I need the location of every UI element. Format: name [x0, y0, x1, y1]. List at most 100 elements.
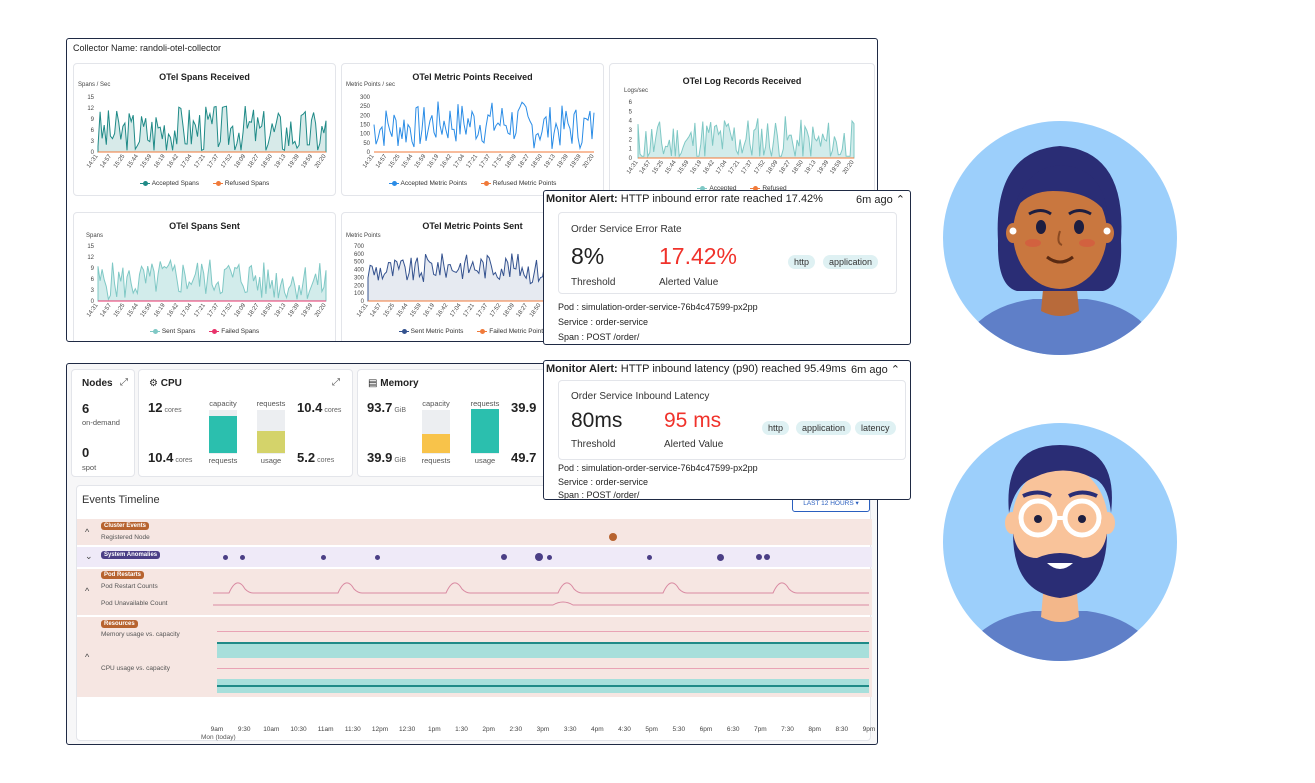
event-marker[interactable]: [609, 533, 617, 541]
x-tick-label: 17:21: [728, 159, 742, 175]
alerted-label: Alerted Value: [659, 277, 719, 288]
y-tick-label: 3: [91, 288, 95, 294]
anomaly-marker[interactable]: [646, 554, 652, 560]
x-tick-label: 17:37: [479, 153, 493, 169]
anomaly-marker[interactable]: [320, 554, 326, 560]
memory-capacity-line: [217, 631, 869, 632]
cpu-requests-value: 10.4 cores: [148, 450, 193, 465]
y-axis-label: Spans / Sec: [78, 82, 110, 88]
memory-capacity-value: 93.7 GiB: [367, 400, 406, 415]
threshold-value: 8%: [571, 243, 605, 269]
time-tick-label: 5pm: [645, 726, 658, 733]
y-tick-label: 12: [87, 106, 94, 112]
chevron-down-icon[interactable]: ⌄: [85, 551, 93, 561]
x-tick-label: 15:59: [409, 302, 423, 318]
alerted-label: Alerted Value: [664, 439, 724, 450]
x-tick-label: 14:57: [375, 153, 389, 169]
system-anomalies-tag: System Anomalies: [101, 551, 161, 559]
chevron-up-icon[interactable]: ^: [85, 527, 90, 537]
x-tick-label: 14:57: [369, 302, 383, 318]
threshold-label: Threshold: [571, 277, 616, 288]
x-tick-label: 17:52: [220, 302, 234, 318]
cpu-req-value: 10.4 cores: [297, 400, 342, 415]
cpu-usage-bar: [257, 431, 285, 453]
time-tick-label: 9:30: [237, 726, 251, 733]
chart-spans-received: OTel Spans Received Spans / Sec 15 12 9 6 3 0…: [73, 63, 336, 196]
anomaly-marker[interactable]: [374, 554, 380, 560]
time-tick-label: 10am: [263, 726, 280, 733]
chart-legend: Accepted Spans Refused Spans: [74, 180, 335, 187]
y-tick-label: 6: [91, 277, 95, 283]
y-tick-label: 12: [87, 255, 94, 261]
avatar-man: [943, 423, 1177, 661]
x-tick-label: 17:04: [715, 159, 729, 175]
chevron-up-icon[interactable]: ⌃: [890, 364, 900, 376]
y-tick-label: 400: [354, 268, 365, 274]
cpu-req2-value: 5.2 cores: [297, 450, 335, 465]
anomaly-marker[interactable]: [716, 553, 724, 561]
x-tick-label: 15:25: [383, 302, 397, 318]
y-tick-label: 1: [629, 147, 633, 153]
x-tick-label: 14:31: [356, 302, 370, 318]
tag-chip[interactable]: application: [796, 421, 852, 435]
x-tick-label: 16:19: [153, 153, 167, 169]
y-tick-label: 6: [629, 100, 633, 106]
y-tick-label: 100: [354, 291, 365, 297]
cpu-requests-bar: [209, 415, 237, 453]
chevron-up-icon[interactable]: ^: [85, 586, 90, 596]
x-tick-label: 17:21: [462, 302, 476, 318]
x-tick-label: 18:27: [779, 159, 793, 175]
x-tick-label: 19:13: [543, 153, 557, 169]
chart-legend: Accepted Metric Points Refused Metric Po…: [342, 180, 603, 187]
anomaly-marker[interactable]: [239, 554, 245, 560]
y-axis-label: Metric Points / sec: [346, 82, 395, 88]
anomaly-marker[interactable]: [764, 554, 770, 560]
chart-legend: Accepted Refused: [610, 185, 874, 192]
x-tick-label: 16:42: [702, 159, 716, 175]
tag-chip[interactable]: application: [823, 255, 879, 269]
x-tick-label: 19:39: [817, 159, 831, 175]
anomaly-marker[interactable]: [222, 554, 228, 560]
y-tick-label: 9: [91, 117, 95, 123]
x-tick-label: 18:27: [247, 153, 261, 169]
memory-col2-top: requests: [470, 399, 500, 408]
accepted-spans-area: [97, 105, 327, 153]
x-tick-label: 19:59: [301, 153, 315, 169]
expand-icon[interactable]: ⤢: [120, 377, 128, 388]
y-tick-label: 300: [354, 275, 365, 281]
x-tick-label: 17:04: [449, 302, 463, 318]
time-tick-label: 2pm: [482, 726, 495, 733]
anomaly-marker[interactable]: [546, 554, 552, 560]
y-tick-label: 250: [360, 104, 371, 110]
x-tick-label: 17:21: [193, 153, 207, 169]
time-tick-label: 3:30: [563, 726, 577, 733]
accepted-metric-points-line: [373, 101, 595, 151]
anomaly-marker[interactable]: [756, 554, 762, 560]
time-tick-label: 7pm: [754, 726, 767, 733]
tag-chip[interactable]: latency: [855, 421, 896, 435]
chart-svg: Metric Points / sec 300 250 200 150 100 50 0 1…: [346, 82, 596, 169]
y-tick-label: 200: [360, 113, 371, 119]
time-tick-label: 11:30: [344, 726, 361, 733]
chevron-up-icon[interactable]: ^: [85, 652, 90, 662]
tag-chip[interactable]: http: [762, 421, 790, 435]
memory-usage-band: [217, 642, 869, 658]
alert-pod: Pod : simulation-order-service-76b4c4759…: [558, 302, 758, 312]
monitor-alert-error-rate[interactable]: Monitor Alert: HTTP inbound error rate r…: [543, 190, 911, 345]
x-tick-label: 17:37: [476, 302, 490, 318]
monitor-alert-latency[interactable]: Monitor Alert: HTTP inbound latency (p90…: [543, 360, 911, 500]
time-tick-label: 6:30: [726, 726, 740, 733]
expand-icon[interactable]: ⤢: [332, 377, 340, 388]
x-tick-label: 19:39: [287, 302, 301, 318]
memory-col1-bottom: requests: [421, 456, 451, 465]
avatar-woman: [943, 121, 1177, 355]
anomaly-marker[interactable]: [535, 553, 543, 561]
x-tick-label: 15:25: [113, 153, 127, 169]
time-tick-label: 5:30: [672, 726, 686, 733]
timeline-title: Events Timeline: [82, 494, 160, 506]
alert-service: Service : order-service: [558, 477, 649, 487]
tag-chip[interactable]: http: [788, 255, 816, 269]
memory-requests-bar: [422, 434, 450, 453]
anomaly-marker[interactable]: [501, 554, 507, 560]
chevron-up-icon[interactable]: ⌃: [895, 194, 905, 206]
